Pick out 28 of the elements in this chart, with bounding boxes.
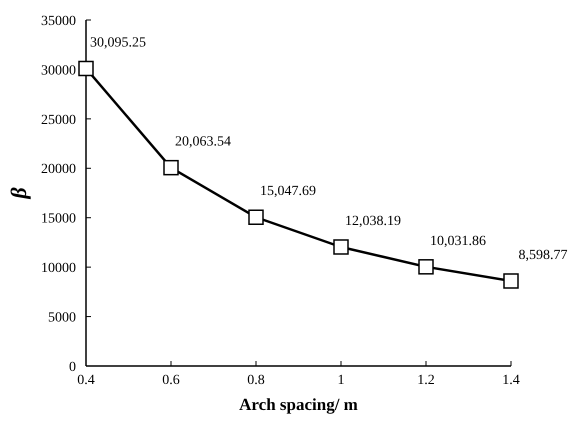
y-tick-label: 10000 bbox=[41, 261, 76, 276]
data-label: 20,063.54 bbox=[175, 134, 231, 150]
y-tick-label: 35000 bbox=[41, 14, 76, 29]
y-tick-label: 20000 bbox=[41, 162, 76, 178]
point bbox=[418, 259, 434, 275]
data-label: 10,031.86 bbox=[430, 234, 486, 249]
x-tick-label: 0.6 bbox=[162, 373, 180, 388]
point bbox=[248, 209, 264, 225]
point bbox=[163, 160, 179, 176]
x-tick-label: 0.8 bbox=[247, 373, 265, 388]
y-tick-label: 0 bbox=[69, 360, 76, 375]
y-tick-label: 30000 bbox=[41, 63, 76, 78]
data-label: 15,047.69 bbox=[260, 184, 316, 200]
data-label: 8,598.77 bbox=[518, 248, 568, 263]
point bbox=[78, 60, 94, 76]
y-tick-label: 15000 bbox=[41, 212, 76, 227]
point bbox=[333, 239, 349, 255]
x-axis-title: Arch spacing/ m bbox=[239, 395, 358, 414]
x-tick-label: 1.4 bbox=[502, 373, 520, 388]
x-tick-label: 1 bbox=[338, 373, 344, 388]
point bbox=[503, 273, 519, 289]
y-axis-title: β bbox=[6, 186, 31, 200]
x-tick-label: 1.2 bbox=[417, 373, 435, 388]
y-tick-label: 5000 bbox=[48, 310, 76, 326]
x-tick-label: 0.4 bbox=[77, 373, 95, 388]
y-tick-label: 25000 bbox=[41, 112, 76, 128]
data-label: 12,038.19 bbox=[345, 214, 401, 229]
data-label: 30,095.25 bbox=[90, 35, 146, 50]
